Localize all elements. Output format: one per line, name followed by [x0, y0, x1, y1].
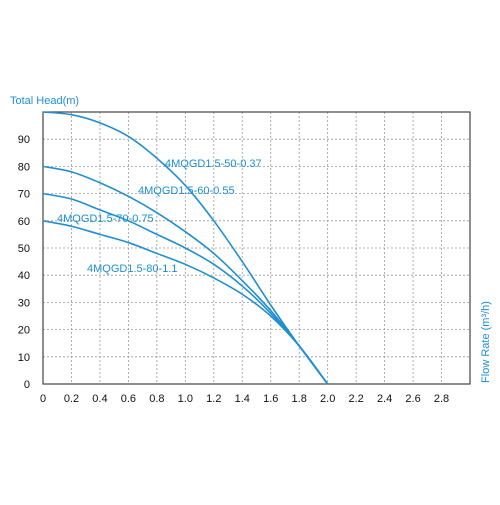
x-tick-label: 1.2 [206, 393, 221, 405]
series-line-0 [42, 111, 329, 385]
x-axis-title: Flow Rate (m³/h) [480, 301, 492, 383]
series-line-2 [42, 192, 329, 385]
x-tick-label: 0.6 [121, 393, 136, 405]
x-tick-label: 0.4 [92, 393, 107, 405]
series-line-3 [42, 220, 329, 385]
y-tick-label: 70 [18, 189, 30, 201]
series-line-1 [42, 165, 329, 385]
x-tick-label: 1.4 [235, 393, 250, 405]
x-tick-label: 1.6 [263, 393, 278, 405]
x-tick-label: 2.8 [434, 393, 449, 405]
x-tick-label: 1.0 [178, 393, 193, 405]
x-tick-label: 0.8 [149, 393, 164, 405]
y-tick-label: 0 [24, 379, 30, 391]
x-tick-label: 2.4 [377, 393, 392, 405]
plot-frame [42, 111, 471, 385]
y-axis-title: Total Head(m) [10, 95, 79, 107]
series-label-2: 4MQGD1.5-70-0.75 [57, 213, 154, 225]
x-tick-label: 2.0 [320, 393, 335, 405]
y-tick-label: 60 [18, 216, 30, 228]
series-label-3: 4MQGD1.5-80-1.1 [87, 263, 177, 275]
x-tick-label: 1.8 [292, 393, 307, 405]
series-label-1: 4MQGD1.5-60-0.55 [138, 185, 235, 197]
y-tick-label: 30 [18, 297, 30, 309]
y-tick-label: 50 [18, 243, 30, 255]
y-tick-label: 40 [18, 270, 30, 282]
x-tick-label: 2.2 [348, 393, 363, 405]
y-tick-label: 90 [18, 134, 30, 146]
y-tick-label: 10 [18, 352, 30, 364]
y-tick-label: 80 [18, 161, 30, 173]
x-tick-label: 2.6 [405, 393, 420, 405]
x-tick-label: 0 [40, 393, 46, 405]
y-tick-label: 20 [18, 325, 30, 337]
series-label-0: 4MQGD1.5-50-0.37 [165, 158, 262, 170]
x-tick-label: 0.2 [64, 393, 79, 405]
